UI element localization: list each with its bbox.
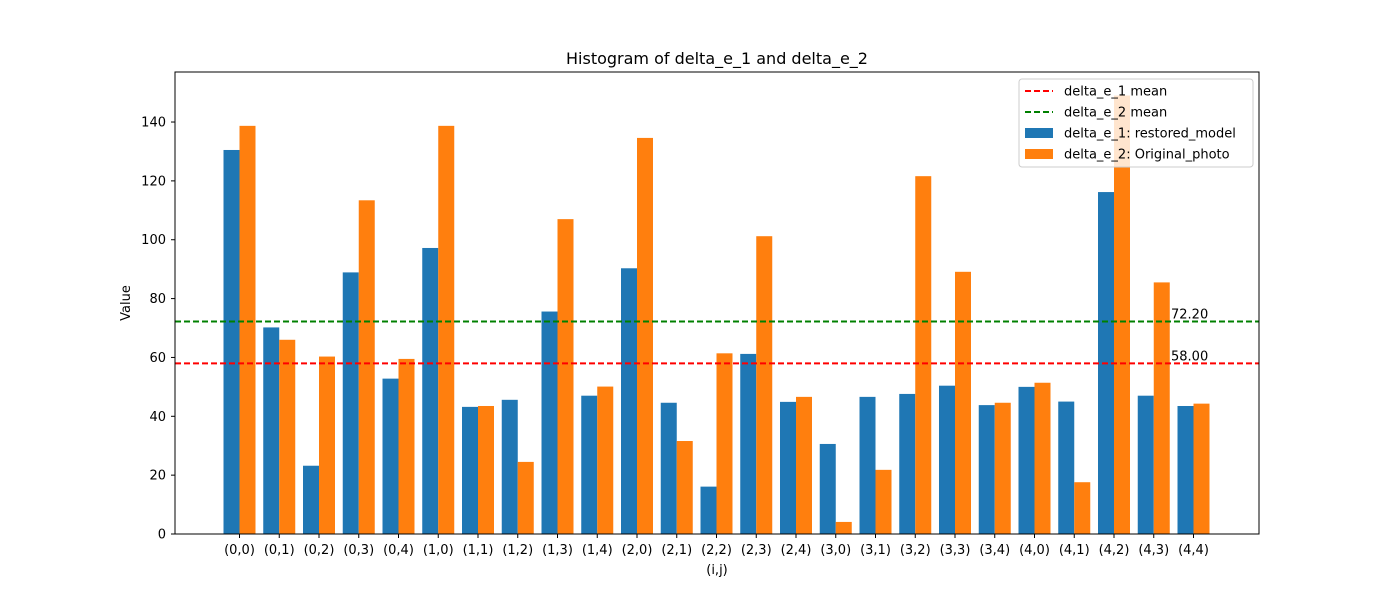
bar-delta-e-2-14 [796,396,812,534]
bar-delta-e-1-9 [581,395,598,534]
x-tick-label-5: (1,0) [423,543,454,558]
bar-delta-e-1-14 [780,401,796,534]
bar-delta-e-1-5 [422,247,439,534]
x-tick-label-14: (2,4) [781,543,812,558]
legend-label-0: delta_e_1 mean [1064,85,1167,100]
x-tick-label-17: (3,2) [900,543,931,558]
x-tick-label-13: (2,3) [741,543,772,558]
x-tick-label-11: (2,1) [661,543,692,558]
bar-delta-e-2-23 [1153,282,1170,534]
bar-delta-e-2-11 [676,441,693,534]
y-tick-label-0: 0 [158,528,166,543]
legend-label-2: delta_e_1: restored_model [1064,127,1236,142]
bar-delta-e-1-15 [819,443,836,534]
y-tick-label-5: 100 [141,233,166,248]
bar-delta-e-2-22 [1114,95,1130,534]
y-tick-label-2: 40 [149,410,166,425]
x-tick-label-15: (3,0) [820,543,851,558]
bar-delta-e-2-2 [319,356,335,534]
bar-delta-e-2-15 [835,521,852,534]
bar-delta-e-1-2 [303,465,319,534]
bar-delta-e-2-12 [716,353,733,534]
bar-delta-e-2-6 [478,405,494,534]
bar-delta-e-1-19 [978,405,995,534]
bar-delta-e-1-11 [660,402,677,534]
y-tick-label-7: 140 [141,116,166,131]
x-tick-label-19: (3,4) [979,543,1010,558]
y-axis-title: Value [119,285,134,321]
mean-label-delta-e-1: 58.00 [1171,349,1208,364]
bar-delta-e-1-18 [939,385,955,534]
bar-delta-e-1-23 [1137,395,1154,534]
bar-delta-e-2-0 [239,125,256,534]
bar-delta-e-1-10 [621,268,637,534]
bar-delta-e-2-7 [517,461,534,534]
bar-delta-e-1-1 [263,327,280,534]
x-tick-label-1: (0,1) [264,543,295,558]
y-tick-label-1: 20 [149,469,166,484]
bar-delta-e-1-0 [223,149,240,534]
bar-delta-e-2-4 [398,358,415,534]
x-tick-label-16: (3,1) [860,543,891,558]
x-tick-label-8: (1,3) [542,543,573,558]
bar-delta-e-2-13 [756,236,773,534]
chart-title: Histogram of delta_e_1 and delta_e_2 [566,49,868,69]
x-tick-label-9: (1,4) [582,543,613,558]
y-tick-label-4: 80 [149,292,166,307]
x-tick-label-2: (0,2) [304,543,335,558]
legend-label-1: delta_e_2 mean [1064,106,1167,121]
y-tick-label-6: 120 [141,174,166,189]
legend-box [1018,78,1254,168]
x-tick-label-20: (4,0) [1019,543,1050,558]
x-tick-label-0: (0,0) [224,543,255,558]
x-tick-label-18: (3,3) [940,543,971,558]
x-axis-title: (i,j) [706,563,728,578]
legend-label-3: delta_e_2: Original_photo [1064,148,1230,163]
bar-delta-e-2-3 [358,200,375,534]
x-tick-label-6: (1,1) [463,543,494,558]
x-tick-label-7: (1,2) [502,543,533,558]
bar-delta-e-2-8 [557,219,574,534]
bar-delta-e-1-17 [899,393,916,534]
bar-delta-e-1-13 [740,353,757,534]
bar-delta-e-1-20 [1018,386,1035,534]
x-tick-label-23: (4,3) [1138,543,1169,558]
bar-delta-e-1-3 [342,272,359,534]
bar-delta-e-1-12 [700,486,717,534]
y-tick-label-3: 60 [149,351,166,366]
x-tick-label-24: (4,4) [1178,543,1209,558]
legend-swatch-3 [1025,149,1053,159]
x-tick-label-21: (4,1) [1059,543,1090,558]
bar-delta-e-2-16 [875,469,892,534]
bar-delta-e-1-4 [382,378,399,534]
bar-delta-e-2-18 [955,271,971,534]
bar-delta-e-2-19 [994,402,1011,534]
x-tick-label-4: (0,4) [383,543,414,558]
mean-label-delta-e-2: 72.20 [1171,308,1208,323]
bar-delta-e-2-20 [1034,382,1051,534]
bar-delta-e-2-9 [597,386,614,534]
bar-delta-e-1-16 [859,396,876,534]
x-tick-label-3: (0,3) [343,543,374,558]
bar-delta-e-2-21 [1074,482,1091,534]
bar-delta-e-2-24 [1193,403,1210,534]
bar-delta-e-1-7 [501,399,518,534]
bar-delta-e-2-1 [279,339,296,534]
x-tick-label-10: (2,0) [622,543,653,558]
bar-delta-e-1-8 [541,311,558,534]
legend-swatch-2 [1025,128,1053,138]
x-tick-label-22: (4,2) [1099,543,1130,558]
bar-delta-e-1-24 [1177,405,1194,534]
bar-delta-e-2-10 [637,137,653,534]
bar-delta-e-1-6 [462,406,478,534]
bar-delta-e-1-21 [1058,401,1075,534]
bar-delta-e-2-5 [438,125,455,534]
x-tick-label-12: (2,2) [701,543,732,558]
bar-delta-e-2-17 [915,176,932,534]
